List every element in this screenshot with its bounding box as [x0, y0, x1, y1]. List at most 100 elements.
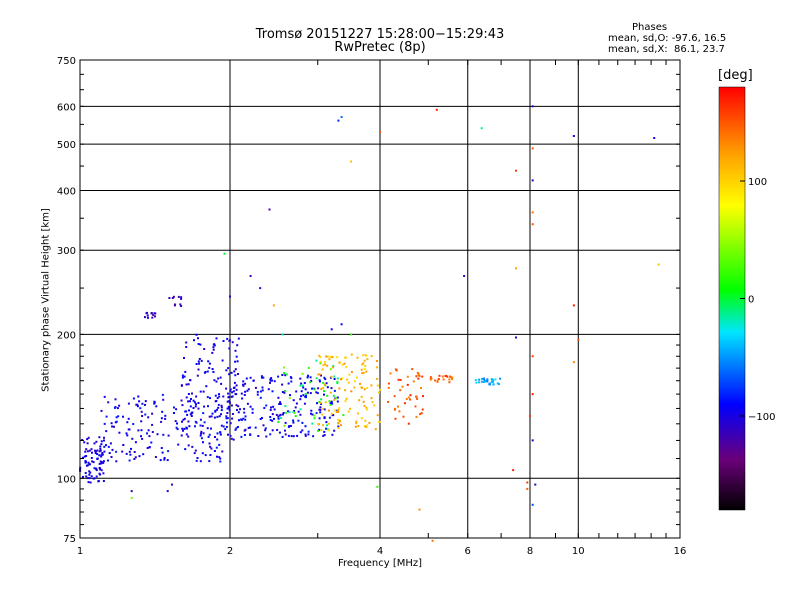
- data-point: [252, 379, 255, 382]
- data-point: [312, 435, 315, 438]
- data-point: [209, 397, 211, 400]
- data-point: [230, 404, 233, 407]
- data-point: [320, 388, 323, 391]
- data-point: [94, 450, 97, 453]
- data-point: [307, 366, 310, 369]
- y-axis-label: Stationary phase Virtual Height [km]: [40, 208, 52, 392]
- data-point: [103, 395, 106, 398]
- data-point: [292, 419, 295, 422]
- data-point: [281, 435, 284, 438]
- data-point: [226, 407, 229, 410]
- data-point: [318, 379, 321, 382]
- data-point: [365, 354, 368, 357]
- data-point: [155, 405, 158, 408]
- data-point: [234, 374, 237, 377]
- data-point: [348, 373, 351, 376]
- data-point: [214, 394, 217, 397]
- data-point: [242, 384, 245, 387]
- data-point: [227, 433, 229, 436]
- data-point: [151, 423, 154, 426]
- data-point: [254, 426, 257, 429]
- data-point: [173, 406, 175, 409]
- data-point: [115, 460, 118, 463]
- data-point: [349, 407, 351, 410]
- data-point: [256, 390, 259, 393]
- data-point: [335, 411, 338, 413]
- data-point: [483, 380, 486, 383]
- data-point: [232, 390, 235, 393]
- data-point: [184, 370, 187, 373]
- data-point: [218, 395, 221, 398]
- data-point: [189, 379, 192, 382]
- data-point: [320, 429, 323, 431]
- data-point: [111, 448, 114, 451]
- data-point: [129, 453, 132, 456]
- data-point: [299, 431, 302, 434]
- data-point: [115, 450, 118, 453]
- data-point: [331, 414, 334, 417]
- data-point: [269, 379, 272, 382]
- data-point: [421, 408, 424, 411]
- data-point: [95, 469, 98, 472]
- data-point: [208, 415, 211, 418]
- data-point: [531, 439, 534, 442]
- data-point: [236, 360, 239, 363]
- data-point: [429, 376, 432, 379]
- data-point: [242, 380, 245, 383]
- data-point: [84, 460, 87, 463]
- data-point: [100, 443, 103, 446]
- data-point: [225, 417, 228, 420]
- data-point: [357, 425, 360, 427]
- data-point: [262, 424, 265, 427]
- data-point: [526, 487, 529, 490]
- data-point: [220, 409, 223, 412]
- data-point: [332, 394, 335, 397]
- data-point: [183, 417, 186, 420]
- data-point: [180, 305, 183, 307]
- data-point: [283, 424, 286, 427]
- data-point: [360, 368, 363, 371]
- data-point: [220, 404, 223, 407]
- data-point: [326, 355, 329, 358]
- data-point: [330, 402, 333, 405]
- data-point: [130, 496, 133, 499]
- data-point: [218, 456, 221, 459]
- data-point: [99, 447, 102, 450]
- data-point: [373, 404, 376, 407]
- data-point: [302, 394, 305, 397]
- data-point: [208, 433, 211, 436]
- data-point: [122, 415, 124, 418]
- data-point: [225, 425, 228, 428]
- data-point: [166, 490, 169, 493]
- data-point: [140, 429, 143, 432]
- data-point: [322, 407, 325, 410]
- data-point: [237, 373, 239, 375]
- data-point: [376, 384, 379, 387]
- data-point: [234, 368, 237, 371]
- data-point: [318, 373, 321, 376]
- data-point: [277, 396, 280, 399]
- data-point: [350, 333, 353, 336]
- data-point: [332, 365, 335, 367]
- data-point: [132, 397, 135, 400]
- data-point: [337, 411, 340, 413]
- data-point: [350, 160, 353, 163]
- data-point: [394, 407, 397, 410]
- data-point: [309, 392, 312, 395]
- data-point: [326, 364, 329, 367]
- data-point: [197, 407, 200, 410]
- data-point: [162, 398, 165, 401]
- data-point: [229, 389, 232, 392]
- data-point: [475, 381, 478, 384]
- data-point: [205, 385, 208, 388]
- data-point: [449, 376, 452, 378]
- data-point: [263, 407, 266, 409]
- data-point: [237, 405, 240, 408]
- data-point: [572, 361, 575, 364]
- data-point: [128, 459, 131, 462]
- data-point: [327, 422, 330, 425]
- data-point: [187, 400, 190, 403]
- data-point: [299, 384, 302, 387]
- data-point: [319, 406, 322, 409]
- data-point: [193, 452, 196, 455]
